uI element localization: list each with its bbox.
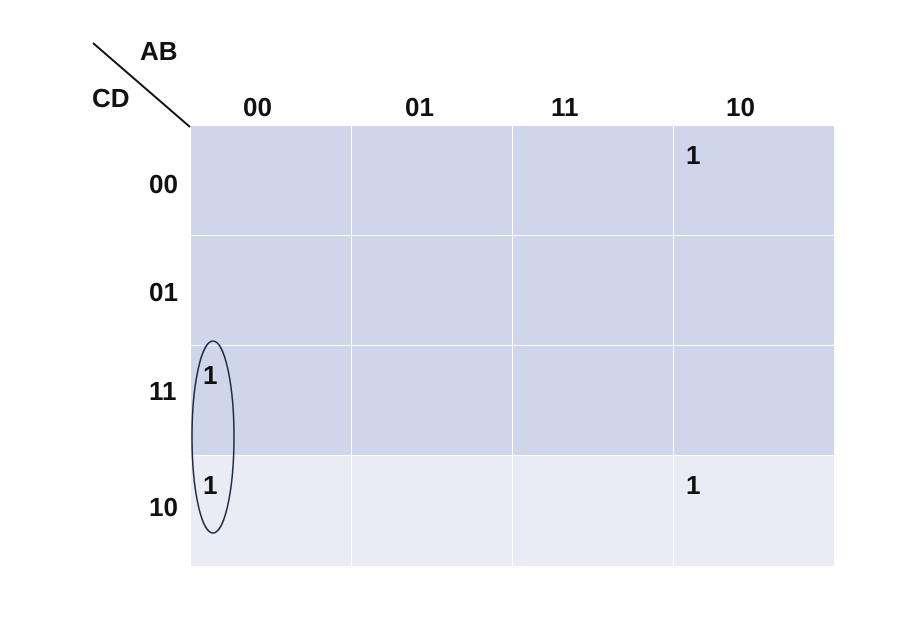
kmap-cell-r1-c2 <box>513 236 674 346</box>
kmap-cell-r2-c2 <box>513 346 674 456</box>
col-header-10: 10 <box>726 92 755 122</box>
kmap-cell-r1-c1 <box>352 236 513 346</box>
row-header-01: 01 <box>149 277 178 307</box>
kmap-cell-r2-c1 <box>352 346 513 456</box>
kmap-cell-r2-c3 <box>674 346 835 456</box>
kmap-cell-r3-c3: 1 <box>674 456 835 567</box>
kmap-cell-r3-c2 <box>513 456 674 567</box>
kmap-cell-r0-c2 <box>513 126 674 236</box>
row-header-00: 00 <box>149 169 178 199</box>
kmap-cell-r3-c0: 1 <box>191 456 352 567</box>
kmap-cell-r2-c0: 1 <box>191 346 352 456</box>
col-variable-label: AB <box>140 36 178 66</box>
col-header-11: 11 <box>551 92 579 122</box>
row-variable-label: CD <box>92 83 130 113</box>
row-header-11: 11 <box>149 376 177 406</box>
col-header-01: 01 <box>405 92 434 122</box>
cell-value: 1 <box>203 360 218 390</box>
row-header-10: 10 <box>149 492 178 522</box>
kmap-cell-r3-c1 <box>352 456 513 567</box>
cell-value: 1 <box>686 470 701 500</box>
kmap-cell-r0-c3: 1 <box>674 126 835 236</box>
col-header-00: 00 <box>243 92 272 122</box>
kmap-cell-r0-c0 <box>191 126 352 236</box>
kmap-cell-r1-c0 <box>191 236 352 346</box>
karnaugh-map-grid: 1 1 1 1 <box>191 126 835 567</box>
cell-value: 1 <box>203 470 218 500</box>
cell-value: 1 <box>686 140 701 170</box>
kmap-cell-r1-c3 <box>674 236 835 346</box>
kmap-cell-r0-c1 <box>352 126 513 236</box>
